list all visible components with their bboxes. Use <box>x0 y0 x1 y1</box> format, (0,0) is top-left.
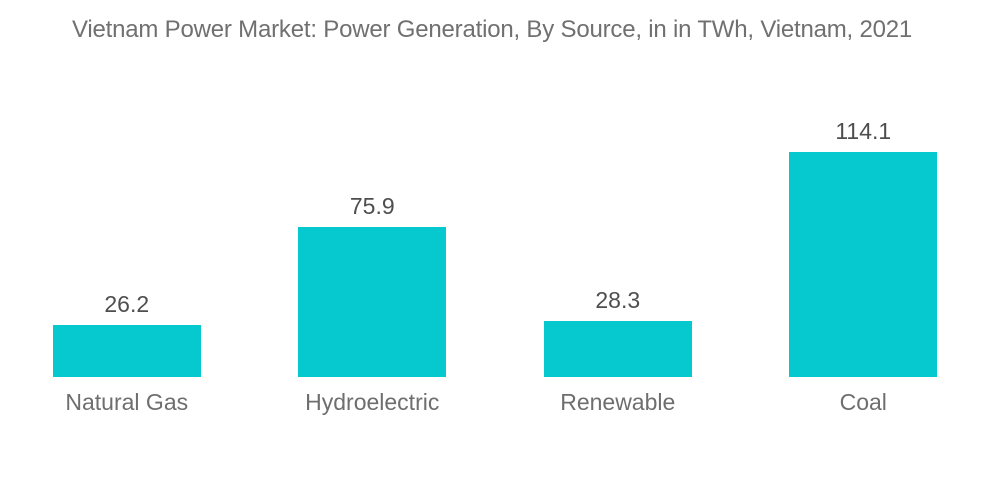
bar-value-label: 26.2 <box>104 291 150 317</box>
category-label: Renewable <box>560 389 676 415</box>
bar-renewable <box>543 321 692 377</box>
bar-column: 28.3 Renewable <box>495 287 741 415</box>
category-label: Natural Gas <box>65 389 189 415</box>
bar-value-label: 114.1 <box>835 118 892 144</box>
bar-column: 26.2 Natural Gas <box>4 291 250 415</box>
bar-column: 114.1 Coal <box>741 118 987 415</box>
category-label: Coal <box>839 389 887 415</box>
chart-title: Vietnam Power Market: Power Generation, … <box>72 16 913 43</box>
category-label: Hydroelectric <box>305 389 440 415</box>
bar-chart: 26.2 Natural Gas 75.9 Hydroelectric 28.3 Rene… <box>4 0 987 415</box>
bar-coal <box>789 152 938 377</box>
bar-natural-gas <box>52 325 201 377</box>
bar-value-label: 75.9 <box>349 193 395 219</box>
bar-value-label: 28.3 <box>595 287 641 313</box>
bar-hydroelectric <box>298 227 447 377</box>
bar-column: 75.9 Hydroelectric <box>250 193 496 415</box>
